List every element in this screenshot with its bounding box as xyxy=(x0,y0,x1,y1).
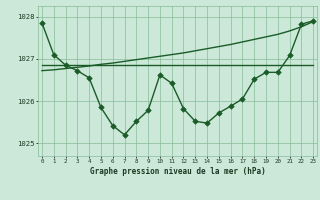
X-axis label: Graphe pression niveau de la mer (hPa): Graphe pression niveau de la mer (hPa) xyxy=(90,167,266,176)
